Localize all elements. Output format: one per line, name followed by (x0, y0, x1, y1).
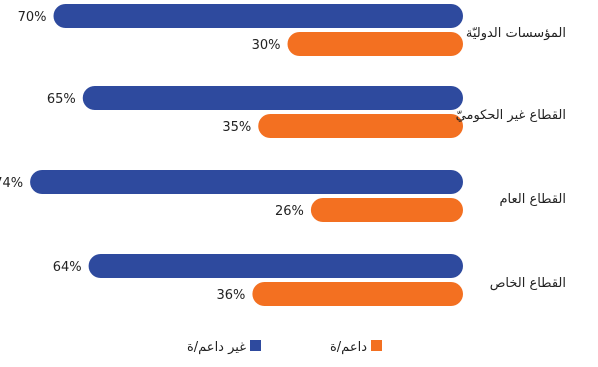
data-label: 30% (252, 38, 281, 53)
data-label: 74% (0, 176, 23, 191)
legend-swatch (250, 340, 261, 351)
bar-not-supportive (82, 86, 463, 110)
data-label: 70% (18, 10, 47, 25)
data-label: 65% (47, 92, 76, 107)
data-label: 36% (216, 288, 245, 303)
legend-label: غير داعم/ة (187, 340, 246, 355)
bars-layer (30, 4, 463, 306)
legend-label: داعم/ة (330, 340, 367, 355)
data-label: 35% (222, 120, 251, 135)
category-label: المؤسسات الدوليّة (466, 26, 566, 41)
labels-layer: المؤسسات الدوليّة 70% 30% القطاع غير الحكوم… (0, 10, 566, 303)
bar-not-supportive (53, 4, 463, 28)
legend-swatch (371, 340, 382, 351)
category-label: القطاع الخاص (490, 276, 566, 291)
data-label: 64% (53, 260, 82, 275)
bar-not-supportive (30, 170, 463, 194)
bar-supportive (258, 114, 463, 138)
bar-not-supportive (88, 254, 463, 278)
category-label: القطاع غير الحكوميّ (456, 108, 566, 123)
bar-supportive (310, 198, 463, 222)
data-label: 26% (275, 204, 304, 219)
legend: غير داعم/ة داعم/ة (187, 340, 382, 355)
bar-supportive (287, 32, 463, 56)
bar-supportive (252, 282, 463, 306)
category-label: القطاع العام (499, 192, 566, 207)
